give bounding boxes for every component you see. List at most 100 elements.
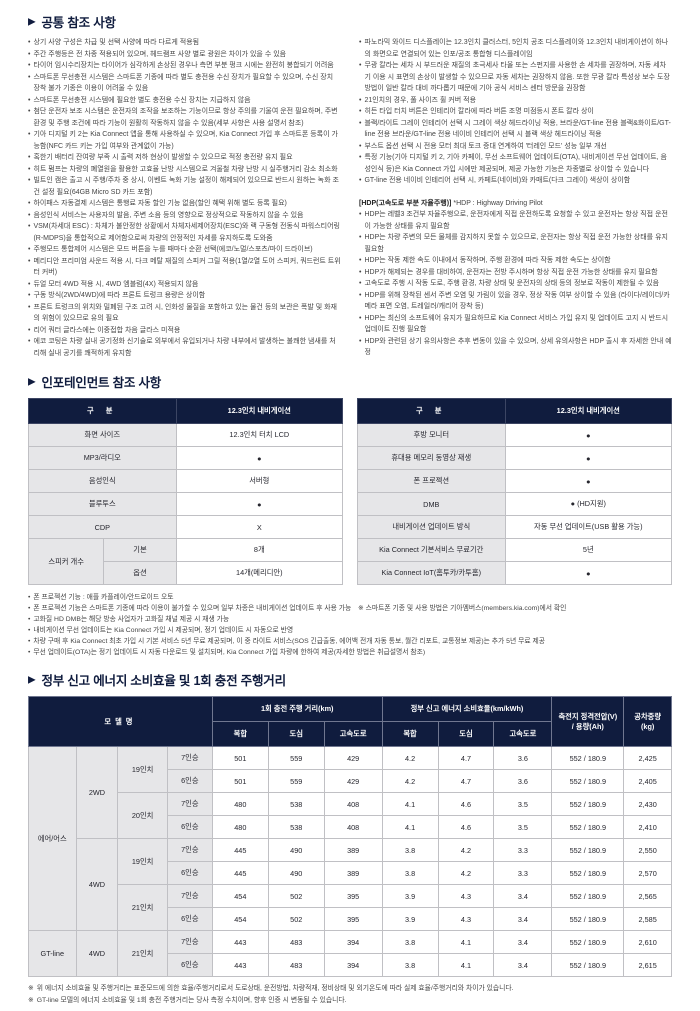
footnote-text: 고화질 HD DMB는 해당 방송 사업자가 고화질 채널 제공 시 재생 가능 <box>33 616 230 623</box>
infotainment-row: 휴대용 메모리 동영상 재생 ● <box>357 446 673 470</box>
cell-weight: 2,565 <box>623 884 672 908</box>
cell-range-highway: 395 <box>323 907 383 931</box>
cell-seat: 6인승 <box>166 861 213 885</box>
row-value: ● <box>175 446 344 470</box>
note-item: • 스마트폰 무선충전 시스템은 스마트폰 기종에 따라 별도 충전용 수신 장… <box>28 72 341 95</box>
note-item: • VSM(차세대 ESC) : 차체가 불안정한 상황에서 차체자세제어장치(… <box>28 221 341 244</box>
cell-weight: 2,410 <box>623 815 672 839</box>
cell-range-highway: 389 <box>323 838 383 862</box>
note-item: • HDP는 최신의 소프트웨어 유지가 필요하므로 Kia Connect 서… <box>359 313 672 336</box>
footnote-text: 위 에너지 소비효율 및 주행거리는 표준모드에 의한 효율/주행거리로서 도로… <box>36 985 514 992</box>
cell-eff-city: 4.2 <box>437 838 495 862</box>
row-value: 14개(메리디안) <box>175 561 344 585</box>
note-item: • 무광 칼라는 세차 시 부드러운 재질의 초극세사 타올 또는 스펀지를 사… <box>359 60 672 95</box>
row-value: ● (HD지원) <box>504 492 673 516</box>
note-text: 빌트인 캠은 출고 시 주행/주차 중 상시, 이벤트 녹화 기능 설정이 해제… <box>33 177 339 196</box>
cell-eff-city: 4.1 <box>437 953 495 977</box>
cell-seat: 7인승 <box>166 884 213 908</box>
bullet-icon: • <box>28 594 31 601</box>
row-label: DMB <box>357 492 506 516</box>
cell-range-combined: 480 <box>211 792 269 816</box>
cell-weight: 2,425 <box>623 746 672 770</box>
note-text: HDP는 레벨3 조건부 자율주행으로, 운전자에게 직접 운전하도록 요청할 … <box>364 211 668 230</box>
note-item: • 프론트 트렁크의 위치와 밀폐된 구조 고려 시, 인화성 물질을 포함하고… <box>28 302 341 325</box>
note-text: 고속도로 주행 시 작동 도로, 주행 환경, 차량 상태 및 운전자의 상태 … <box>364 280 660 287</box>
note-item: • 주행모드 통합제어 시스템은 모드 버튼을 누를 때마다 순환 선택(에코/… <box>28 244 341 256</box>
note-item: • HDP가 해제되는 경우를 대비하여, 운전자는 전방 주시하며 항상 직접… <box>359 267 672 279</box>
energy-table-row: 에어/어스 2WD 19인치 7인승 501 559 429 4.2 4.7 3… <box>28 746 672 931</box>
bullet-icon: • <box>28 165 31 173</box>
cell-seat: 6인승 <box>166 769 213 793</box>
cell-eff-combined: 3.8 <box>381 838 439 862</box>
row-value: 5년 <box>504 538 673 562</box>
cell-eff-city: 4.1 <box>437 930 495 954</box>
header-battery: 축전지 정격전압(V) / 용량(Ah) <box>551 696 625 747</box>
cell-battery: 552 / 180.9 <box>551 792 625 816</box>
note-text: 무광 칼라는 세차 시 부드러운 재질의 초극세사 타올 또는 스펀지를 사용한… <box>364 62 670 92</box>
footnote-item: • 고화질 HD DMB는 해당 방송 사업자가 고화질 채널 제공 시 재생 … <box>28 614 672 625</box>
note-text: 하이패스 자동결제 시스템은 통행료 자동 할인 기능 없음(할인 혜택 위해 … <box>33 200 287 207</box>
note-text: 블랙/라이트 그레이 인테리어 선택 시 그레이 색상 헤드라이닝 적용, 브라… <box>364 119 671 139</box>
cell-weight: 2,430 <box>623 792 672 816</box>
cell-eff-combined: 4.1 <box>381 815 439 839</box>
cell-range-city: 502 <box>267 884 325 908</box>
note-text: HDP는 최신의 소프트웨어 유지가 필요하므로 Kia Connect 서비스… <box>364 314 669 334</box>
footnote-text: 차량 구매 후 Kia Connect 최초 가입 시 기본 서비스 5년 무료… <box>33 638 545 645</box>
note-text: HDP는 차량 주변의 모든 물체를 감지하지 못할 수 있으므로, 운전자는 … <box>364 234 668 253</box>
row-label: 폰 프로젝션 <box>357 469 506 493</box>
row-value: X <box>175 515 344 539</box>
note-text: 히트 펌프는 차량의 폐열원을 활용한 고효율 난방 시스템으로 겨울철 차량 … <box>33 165 338 173</box>
note-text: 듀얼 모터 4WD 적용 시, 4WD 엠블럼(4X) 적용되지 않음 <box>33 280 199 288</box>
hdp-heading-bracket: [HDP(고속도로 부분 자율주행)] <box>359 199 452 207</box>
note-item: • 히트 펌프는 차량의 폐열원을 활용한 고효율 난방 시스템으로 겨울철 차… <box>28 164 341 176</box>
bullet-icon: • <box>359 211 362 218</box>
bullet-icon: • <box>28 246 31 253</box>
bullet-icon: • <box>359 257 362 264</box>
note-text: GT-line 전용 네이비 인테리어 선택 시, 카페트(네이비)와 카매트(… <box>364 177 631 184</box>
infotainment-row: 블루투스 ● <box>28 492 344 516</box>
bullet-icon: • <box>28 223 31 230</box>
energy-table-row: 6인승 480 538 408 4.1 4.6 3.5 552 / 180.9 … <box>29 815 672 839</box>
note-item: • HDP는 레벨3 조건부 자율주행으로, 운전자에게 직접 운전하도록 요청… <box>359 209 672 232</box>
note-text: 특정 기능(기아 디지털 키 2, 기아 카페이, 무선 소프트웨어 업데이트(… <box>364 154 667 173</box>
hdp-heading: [HDP(고속도로 부분 자율주행)] *HDP : Highway Drivi… <box>359 198 672 210</box>
cell-eff-combined: 3.9 <box>381 884 439 908</box>
note-text: 주간 주행등은 전 차종 적용되어 있으며, 헤드램프 사양 별로 광원은 차이… <box>33 50 287 58</box>
cell-range-combined: 454 <box>211 884 269 908</box>
section-title-text: 정부 신고 에너지 소비효율 및 1회 충전 주행거리 <box>41 674 287 688</box>
note-item: • HDP를 위해 장착된 센서 주변 오염 및 가림이 있을 경우, 정상 작… <box>359 290 672 313</box>
cell-eff-combined: 4.2 <box>381 769 439 793</box>
footnote-text: GT-line 모델의 에너지 소비효율 및 1회 충전 주행거리는 당사 측정… <box>36 996 347 1004</box>
note-text: 부스트 옵션 선택 시 전용 모터 최대 토크 증대 연계하여 '터레인 모드'… <box>364 142 607 150</box>
reference-mark-icon: ※ <box>28 985 34 992</box>
cell-drive: 2WD <box>75 746 119 839</box>
footnote-text: 내비게이션 무선 업데이트는 Kia Connect 가입 시 제공되며, 정기… <box>33 627 294 634</box>
cell-weight: 2,610 <box>623 930 672 954</box>
row-label: Kia Connect IoT(홈투카/카투홈) <box>357 561 506 585</box>
cell-range-city: 559 <box>267 769 325 793</box>
note-text: 리어 쿼터 글라스에는 이중접합 차음 글라스 미적용 <box>33 326 181 334</box>
cell-range-highway: 429 <box>323 769 383 793</box>
row-label: 휴대용 메모리 동영상 재생 <box>357 446 506 470</box>
note-text: 스마트폰 무선충전 시스템에 필요한 별도 충전용 수신 장치는 지급하지 않음 <box>33 96 251 104</box>
note-text: 히든 타입 터치 버튼은 인테리어 칼라에 따라 버튼 조명 미점등시 폰트 칼… <box>364 108 594 115</box>
cell-eff-highway: 3.4 <box>493 884 553 908</box>
bullet-icon: • <box>359 119 362 127</box>
note-item: • HDP는 차량 주변의 모든 물체를 감지하지 못할 수 있으므로, 운전자… <box>359 232 672 255</box>
bullet-icon: • <box>28 50 31 58</box>
infotainment-row: 옵션 14개(메리디안) <box>29 561 344 585</box>
row-value: ● <box>504 561 673 585</box>
note-item: • 21인치의 경우, 풀 사이즈 휠 커버 적용 <box>359 95 672 107</box>
note-text: 기아 디지털 키 2는 Kia Connect 앱을 통해 사용하실 수 있으며… <box>33 131 338 150</box>
cell-eff-combined: 3.9 <box>381 907 439 931</box>
cell-battery: 552 / 180.9 <box>551 884 625 908</box>
energy-table-row: GT-line 4WD 21인치 7인승 443 483 394 3.8 4.1… <box>28 930 672 977</box>
note-item: • 기아 디지털 키 2는 Kia Connect 앱을 통해 사용하실 수 있… <box>28 129 341 152</box>
energy-table-row: 6인승 443 483 394 3.8 4.1 3.4 552 / 180.9 … <box>29 953 672 977</box>
infotainment-title: ▶ 인포테인먼트 참조 사항 <box>28 372 672 391</box>
column-header-category: 구 분 <box>28 398 177 424</box>
cell-battery: 552 / 180.9 <box>551 907 625 931</box>
bullet-icon: • <box>359 62 362 69</box>
note-text: 구동 방식(2WD/4WD)에 따라 프론트 트렁크 용량은 상이함 <box>33 292 206 299</box>
